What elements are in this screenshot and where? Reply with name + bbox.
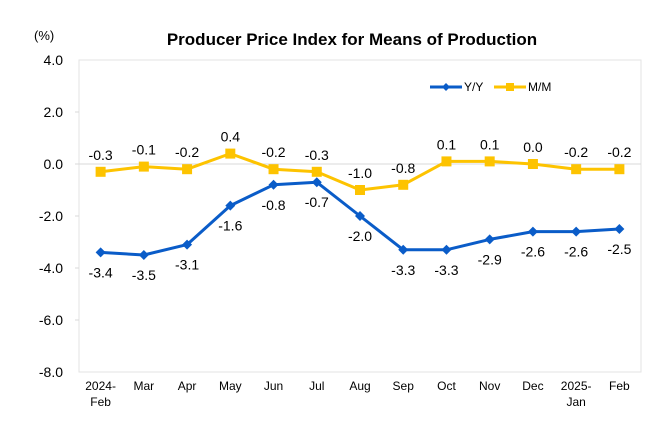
data-label: 0.0 bbox=[523, 139, 543, 155]
x-axis: 2024-Feb Mar Apr May Jun Jul Aug Sep Oct Nov Dec 20… bbox=[85, 379, 630, 409]
data-label: -2.0 bbox=[348, 228, 372, 244]
data-label: 0.4 bbox=[221, 129, 241, 145]
x-tick-label: Nov bbox=[479, 379, 500, 393]
y-tick-label: 2.0 bbox=[44, 104, 64, 120]
data-point-marker bbox=[182, 164, 193, 175]
data-point-marker bbox=[138, 250, 149, 260]
x-tick-label: Aug bbox=[349, 379, 370, 393]
data-point-marker bbox=[441, 156, 452, 167]
legend-label: M/M bbox=[528, 80, 551, 94]
legend-diamond-icon bbox=[442, 83, 450, 91]
data-point-marker bbox=[484, 234, 495, 245]
x-tick-label: 2025-Jan bbox=[561, 379, 592, 409]
data-point-marker bbox=[268, 179, 279, 190]
data-point-marker bbox=[225, 200, 236, 211]
data-point-marker bbox=[268, 164, 279, 175]
data-label: -3.5 bbox=[132, 267, 156, 283]
data-point-marker bbox=[571, 226, 582, 237]
data-label: -3.4 bbox=[89, 264, 113, 280]
x-tick-label: Dec bbox=[522, 379, 543, 393]
data-point-marker bbox=[95, 247, 106, 258]
legend-square-icon bbox=[506, 83, 514, 91]
legend-item: Y/Y bbox=[430, 80, 483, 94]
series-y-y: -3.4 -3.5 -3.1 -1.6 -0.8 -0.7 -2.0 -3.3 -3.3 -2.9… bbox=[89, 177, 632, 283]
data-label: -2.6 bbox=[564, 244, 588, 260]
y-tick-label: -6.0 bbox=[39, 312, 63, 328]
x-tick-label: Sep bbox=[393, 379, 415, 393]
data-label: -1.6 bbox=[218, 218, 242, 234]
data-label: -0.3 bbox=[89, 147, 113, 163]
data-point-marker bbox=[138, 161, 149, 172]
data-label: -0.2 bbox=[175, 144, 199, 160]
data-point-marker bbox=[398, 179, 409, 190]
data-point-marker bbox=[182, 239, 193, 250]
x-tick-label: 2024-Feb bbox=[85, 379, 116, 409]
chart-title: Producer Price Index for Means of Produc… bbox=[167, 30, 537, 49]
x-tick-label: Jun bbox=[264, 379, 283, 393]
data-label: 0.1 bbox=[480, 136, 500, 152]
data-label: -0.3 bbox=[305, 147, 329, 163]
data-label: -2.5 bbox=[607, 241, 631, 257]
data-point-marker bbox=[484, 156, 495, 167]
data-label: -2.6 bbox=[521, 244, 545, 260]
y-tick-label: -2.0 bbox=[39, 208, 63, 224]
data-label: -1.0 bbox=[348, 165, 372, 181]
y-tick-label: 4.0 bbox=[44, 52, 64, 68]
data-point-marker bbox=[614, 164, 625, 175]
data-label: -0.8 bbox=[391, 160, 415, 176]
data-point-marker bbox=[398, 244, 409, 255]
legend: Y/Y M/M bbox=[430, 80, 551, 94]
data-label: -0.2 bbox=[261, 144, 285, 160]
data-point-marker bbox=[355, 185, 365, 195]
data-point-marker bbox=[225, 148, 236, 159]
data-label: -0.7 bbox=[305, 194, 329, 210]
data-point-marker bbox=[311, 177, 322, 188]
y-tick-label: 0.0 bbox=[44, 156, 64, 172]
data-point-marker bbox=[527, 226, 538, 237]
data-label: -3.3 bbox=[434, 262, 458, 278]
x-tick-label: May bbox=[219, 379, 242, 393]
legend-label: Y/Y bbox=[464, 80, 483, 94]
data-point-marker bbox=[95, 166, 106, 177]
y-axis: 4.0 2.0 0.0 -2.0 -4.0 -6.0 -8.0 bbox=[39, 52, 641, 380]
data-label: -0.8 bbox=[261, 197, 285, 213]
data-label: -0.1 bbox=[132, 142, 156, 158]
data-point-marker bbox=[355, 211, 365, 221]
data-label: -0.2 bbox=[607, 144, 631, 160]
x-tick-label: Jul bbox=[309, 379, 324, 393]
series-group: -0.3 -0.1 -0.2 0.4 -0.2 -0.3 -1.0 -0.8 0.1 0.1 0.0… bbox=[89, 129, 632, 283]
x-tick-label: Mar bbox=[134, 379, 155, 393]
data-label: 0.1 bbox=[437, 136, 457, 152]
x-tick-label: Oct bbox=[437, 379, 456, 393]
y-axis-unit-label: (%) bbox=[34, 28, 54, 43]
data-point-marker bbox=[441, 244, 452, 255]
data-label: -2.9 bbox=[478, 251, 502, 267]
x-tick-label: Feb bbox=[609, 379, 630, 393]
data-point-marker bbox=[311, 166, 322, 177]
x-tick-label: Apr bbox=[178, 379, 197, 393]
data-point-marker bbox=[571, 164, 582, 175]
data-label: -3.3 bbox=[391, 262, 415, 278]
data-label: -0.2 bbox=[564, 144, 588, 160]
data-point-marker bbox=[527, 159, 538, 169]
data-label: -3.1 bbox=[175, 257, 199, 273]
data-point-marker bbox=[614, 224, 625, 234]
legend-item: M/M bbox=[494, 80, 551, 94]
series-m-m: -0.3 -0.1 -0.2 0.4 -0.2 -0.3 -1.0 -0.8 0.1 0.1 0.0… bbox=[89, 129, 632, 195]
y-tick-label: -8.0 bbox=[39, 364, 63, 380]
y-tick-label: -4.0 bbox=[39, 260, 63, 276]
